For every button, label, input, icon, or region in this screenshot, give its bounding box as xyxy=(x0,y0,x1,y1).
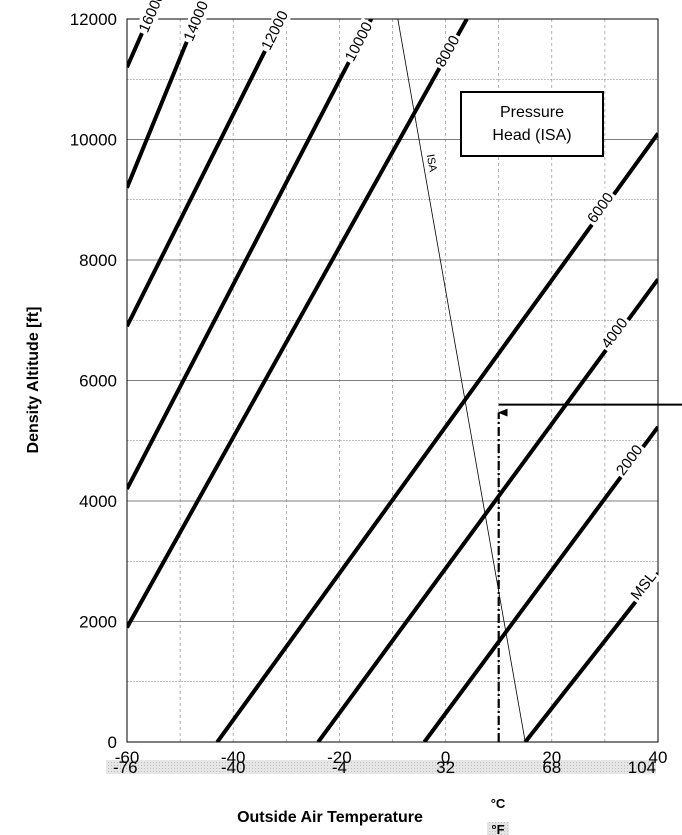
y-tick-label: 0 xyxy=(108,733,117,752)
curve-labels: MSL200040006000800010000120001400016000I… xyxy=(134,0,662,606)
x-tick-label-fahrenheit: 68 xyxy=(542,758,561,777)
curve-8000 xyxy=(127,19,469,629)
curve-label-bg xyxy=(340,17,378,67)
y-tick-label: 12000 xyxy=(70,10,117,29)
curve-label-bg xyxy=(179,0,213,46)
legend-title-line1: Pressure xyxy=(500,104,564,121)
x-unit-fahrenheit: °F xyxy=(491,822,504,835)
y-axis-title: Density Altitude [ft] xyxy=(25,307,42,454)
y-tick-label: 10000 xyxy=(70,131,117,150)
x-tick-label-fahrenheit: -40 xyxy=(221,758,246,777)
curve-2000 xyxy=(422,425,658,742)
example-path xyxy=(497,403,682,742)
x-tick-label-fahrenheit: -4 xyxy=(332,758,347,777)
curve-label-bg xyxy=(257,6,293,55)
y-tick-label: 2000 xyxy=(79,613,117,632)
x-tick-label: -20 xyxy=(327,748,352,767)
x-tick-label: 40 xyxy=(649,748,668,767)
legend: Pressure Head (ISA) xyxy=(460,91,604,157)
x-tick-label-fahrenheit: 32 xyxy=(436,758,455,777)
curve-6000 xyxy=(215,132,658,742)
isa-line-group xyxy=(397,19,526,742)
curve-label-bg xyxy=(134,0,169,37)
curve-label-bg xyxy=(596,313,633,354)
curve-label-bg xyxy=(431,30,465,72)
curve-label-bg xyxy=(582,187,619,229)
y-tick-label: 6000 xyxy=(79,372,117,391)
x-unit-celsius: °C xyxy=(491,796,506,811)
curve-label-10000: 10000 xyxy=(342,19,376,64)
plot-frame xyxy=(126,18,659,743)
x-axis-title: Outside Air Temperature xyxy=(237,809,423,826)
legend-box xyxy=(460,91,604,157)
curve-12000 xyxy=(127,19,283,328)
x-tick-label: 20 xyxy=(542,748,561,767)
fahrenheit-unit-box xyxy=(487,822,509,835)
curve-label-14000: 14000 xyxy=(181,0,213,44)
pressure-altitude-curves xyxy=(127,19,658,742)
legend-title-line2: Head (ISA) xyxy=(492,127,571,144)
curve-10000 xyxy=(127,19,374,490)
y-tick-label: 4000 xyxy=(79,492,117,511)
x-tick-label: 0 xyxy=(441,748,450,767)
fahrenheit-band xyxy=(106,760,656,774)
curve-14000 xyxy=(127,19,198,189)
y-tick-labels: 0 2000 4000 6000 8000 10000 12000 xyxy=(70,10,117,752)
x-tick-labels: -60 -40 -20 0 20 40 xyxy=(115,748,668,767)
x-tick-label: -40 xyxy=(221,748,246,767)
curve-label-16000: 16000 xyxy=(136,0,168,35)
curve-4000 xyxy=(316,278,658,742)
x-tick-label: -60 xyxy=(115,748,140,767)
x-tick-label-fahrenheit: 104 xyxy=(628,758,656,777)
curve-label-bg xyxy=(626,567,662,606)
isa-label: ISA xyxy=(424,153,439,173)
x-tick-labels-fahrenheit: -76 -40 -4 32 68 104 xyxy=(113,758,656,777)
curve-label-bg xyxy=(611,440,648,481)
y-tick-label: 8000 xyxy=(79,251,117,270)
curve-label-12000: 12000 xyxy=(258,8,292,53)
isa-line xyxy=(397,19,526,742)
x-tick-label-fahrenheit: -76 xyxy=(113,758,138,777)
